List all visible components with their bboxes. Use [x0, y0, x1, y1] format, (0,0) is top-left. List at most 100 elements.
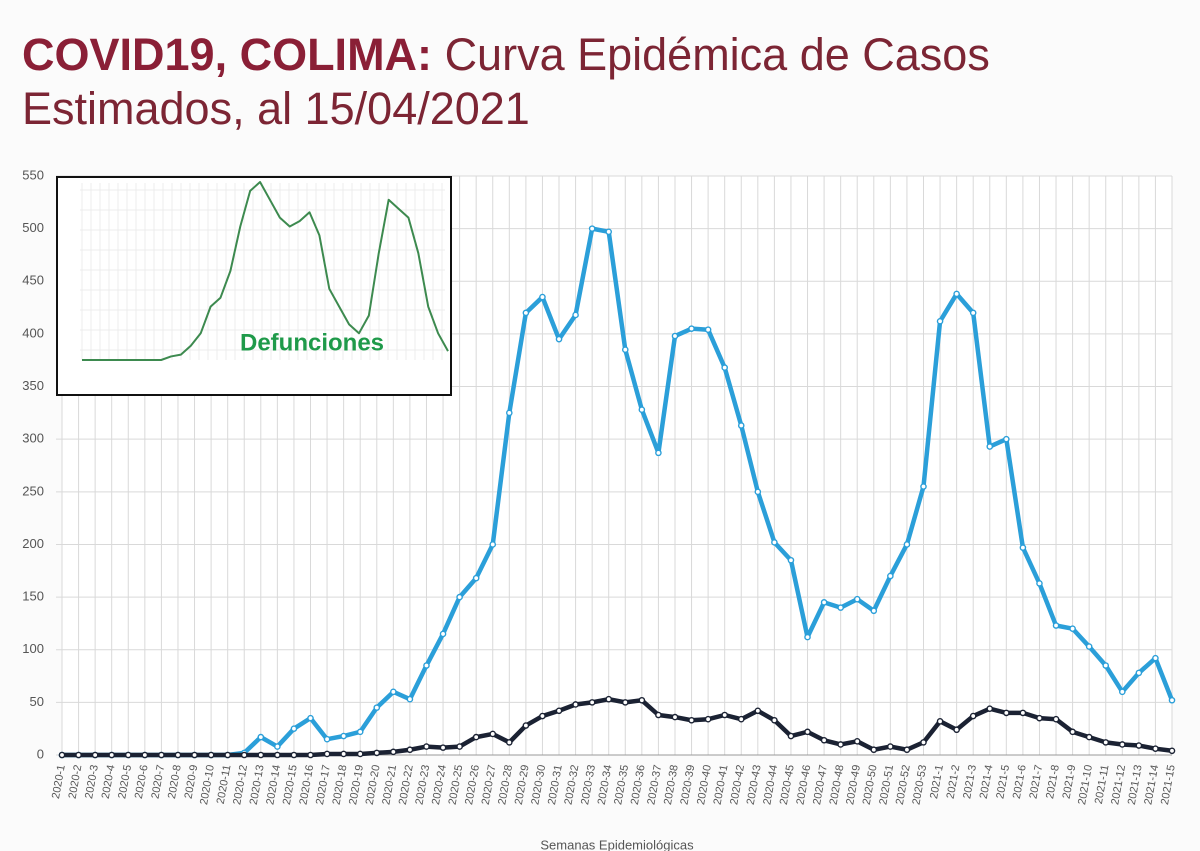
data-point	[506, 739, 513, 746]
data-point	[655, 711, 662, 719]
x-tick-label: 2020-21	[380, 764, 399, 806]
x-tick-label: 2020-40	[695, 764, 714, 806]
data-point	[406, 695, 414, 703]
data-point	[489, 541, 497, 548]
data-point	[853, 595, 861, 603]
y-tick-label: 500	[22, 220, 44, 235]
x-tick-label: 2020-13	[248, 764, 267, 806]
x-tick-label: 2021-1	[928, 764, 946, 800]
x-tick-label: 2020-36	[629, 764, 648, 806]
x-tick-label: 2021-10	[1076, 764, 1095, 806]
y-tick-label: 150	[22, 589, 44, 604]
data-point	[390, 688, 397, 696]
data-point	[621, 699, 629, 706]
data-point	[853, 738, 861, 745]
data-point	[108, 751, 116, 759]
data-point	[936, 317, 944, 325]
x-tick-label: 2020-43	[745, 764, 764, 806]
x-tick-label: 2020-8	[166, 764, 184, 800]
data-point	[936, 718, 944, 725]
data-line	[82, 181, 449, 361]
data-point	[1118, 741, 1126, 748]
data-point	[257, 751, 265, 759]
data-point	[522, 722, 530, 729]
x-tick-label: 2020-32	[563, 764, 582, 806]
x-axis-label: Semanas Epidemiológicas	[540, 837, 694, 851]
x-tick-label: 2020-20	[364, 764, 383, 806]
x-tick-label: 2021-15	[1159, 764, 1178, 806]
x-tick-label: 2021-3	[961, 764, 979, 800]
data-point	[754, 707, 762, 715]
data-point	[257, 733, 265, 741]
data-point	[240, 751, 248, 759]
x-tick-label: 2020-38	[662, 764, 681, 806]
data-point	[820, 599, 828, 606]
data-point	[58, 751, 66, 759]
data-point	[1003, 709, 1010, 717]
x-tick-label: 2020-27	[480, 764, 499, 806]
data-point	[224, 751, 231, 759]
x-tick-label: 2020-31	[546, 764, 565, 806]
x-tick-label: 2020-30	[529, 764, 548, 806]
x-tick-label: 2020-35	[612, 764, 631, 806]
x-tick-label: 2020-50	[861, 764, 880, 806]
x-tick-label: 2020-17	[314, 764, 333, 806]
data-point	[340, 732, 347, 740]
data-point	[91, 751, 99, 759]
data-point	[439, 744, 447, 751]
x-tick-label: 2020-5	[116, 764, 134, 800]
data-point	[787, 732, 795, 740]
data-point	[340, 750, 347, 758]
x-tick-label: 2021-5	[994, 764, 1012, 800]
data-point	[472, 733, 480, 741]
data-point	[290, 725, 298, 732]
x-tick-label: 2020-42	[728, 764, 747, 806]
data-point	[1069, 625, 1076, 632]
x-tick-label: 2020-3	[83, 764, 101, 800]
data-point	[588, 699, 596, 706]
data-point	[969, 712, 977, 720]
x-tick-label: 2021-2	[945, 764, 963, 800]
data-point	[373, 704, 381, 711]
x-tick-label: 2020-41	[712, 764, 731, 806]
data-point	[787, 556, 795, 564]
data-point	[605, 228, 613, 236]
x-tick-label: 2020-2	[67, 764, 85, 800]
data-point	[837, 604, 844, 611]
data-point	[953, 726, 960, 734]
x-tick-label: 2020-47	[811, 764, 830, 806]
x-tick-label: 2020-23	[413, 764, 432, 806]
data-point	[1052, 715, 1060, 723]
data-point	[771, 539, 778, 546]
data-point	[804, 633, 811, 641]
data-point	[75, 751, 82, 759]
x-tick-label: 2020-26	[463, 764, 482, 806]
data-point	[1168, 747, 1176, 755]
data-point	[671, 713, 679, 721]
data-point	[837, 741, 844, 748]
data-point	[124, 751, 132, 759]
data-point	[356, 750, 364, 758]
data-point	[323, 735, 331, 743]
x-tick-label: 2020-39	[679, 764, 698, 806]
x-tick-label: 2020-49	[844, 764, 863, 806]
x-tick-label: 2020-22	[397, 764, 416, 806]
data-point	[688, 325, 695, 332]
data-point	[1019, 544, 1027, 551]
x-tick-label: 2020-46	[795, 764, 814, 806]
data-point	[1003, 435, 1010, 443]
data-point	[638, 696, 646, 704]
data-point	[953, 290, 960, 298]
data-point	[903, 541, 911, 548]
data-point	[141, 751, 149, 759]
data-point	[1069, 728, 1076, 736]
data-point	[887, 572, 894, 580]
title: COVID19, COLIMA: Curva Epidémica de Caso…	[22, 28, 1032, 136]
data-point	[274, 751, 281, 759]
y-tick-label: 0	[37, 746, 44, 761]
x-tick-label: 2020-19	[347, 764, 366, 806]
data-point	[754, 488, 762, 496]
data-point	[158, 751, 165, 759]
data-point	[969, 309, 977, 317]
